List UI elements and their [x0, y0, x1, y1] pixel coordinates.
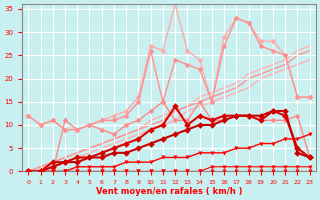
X-axis label: Vent moyen/en rafales ( km/h ): Vent moyen/en rafales ( km/h ) [96, 187, 242, 196]
